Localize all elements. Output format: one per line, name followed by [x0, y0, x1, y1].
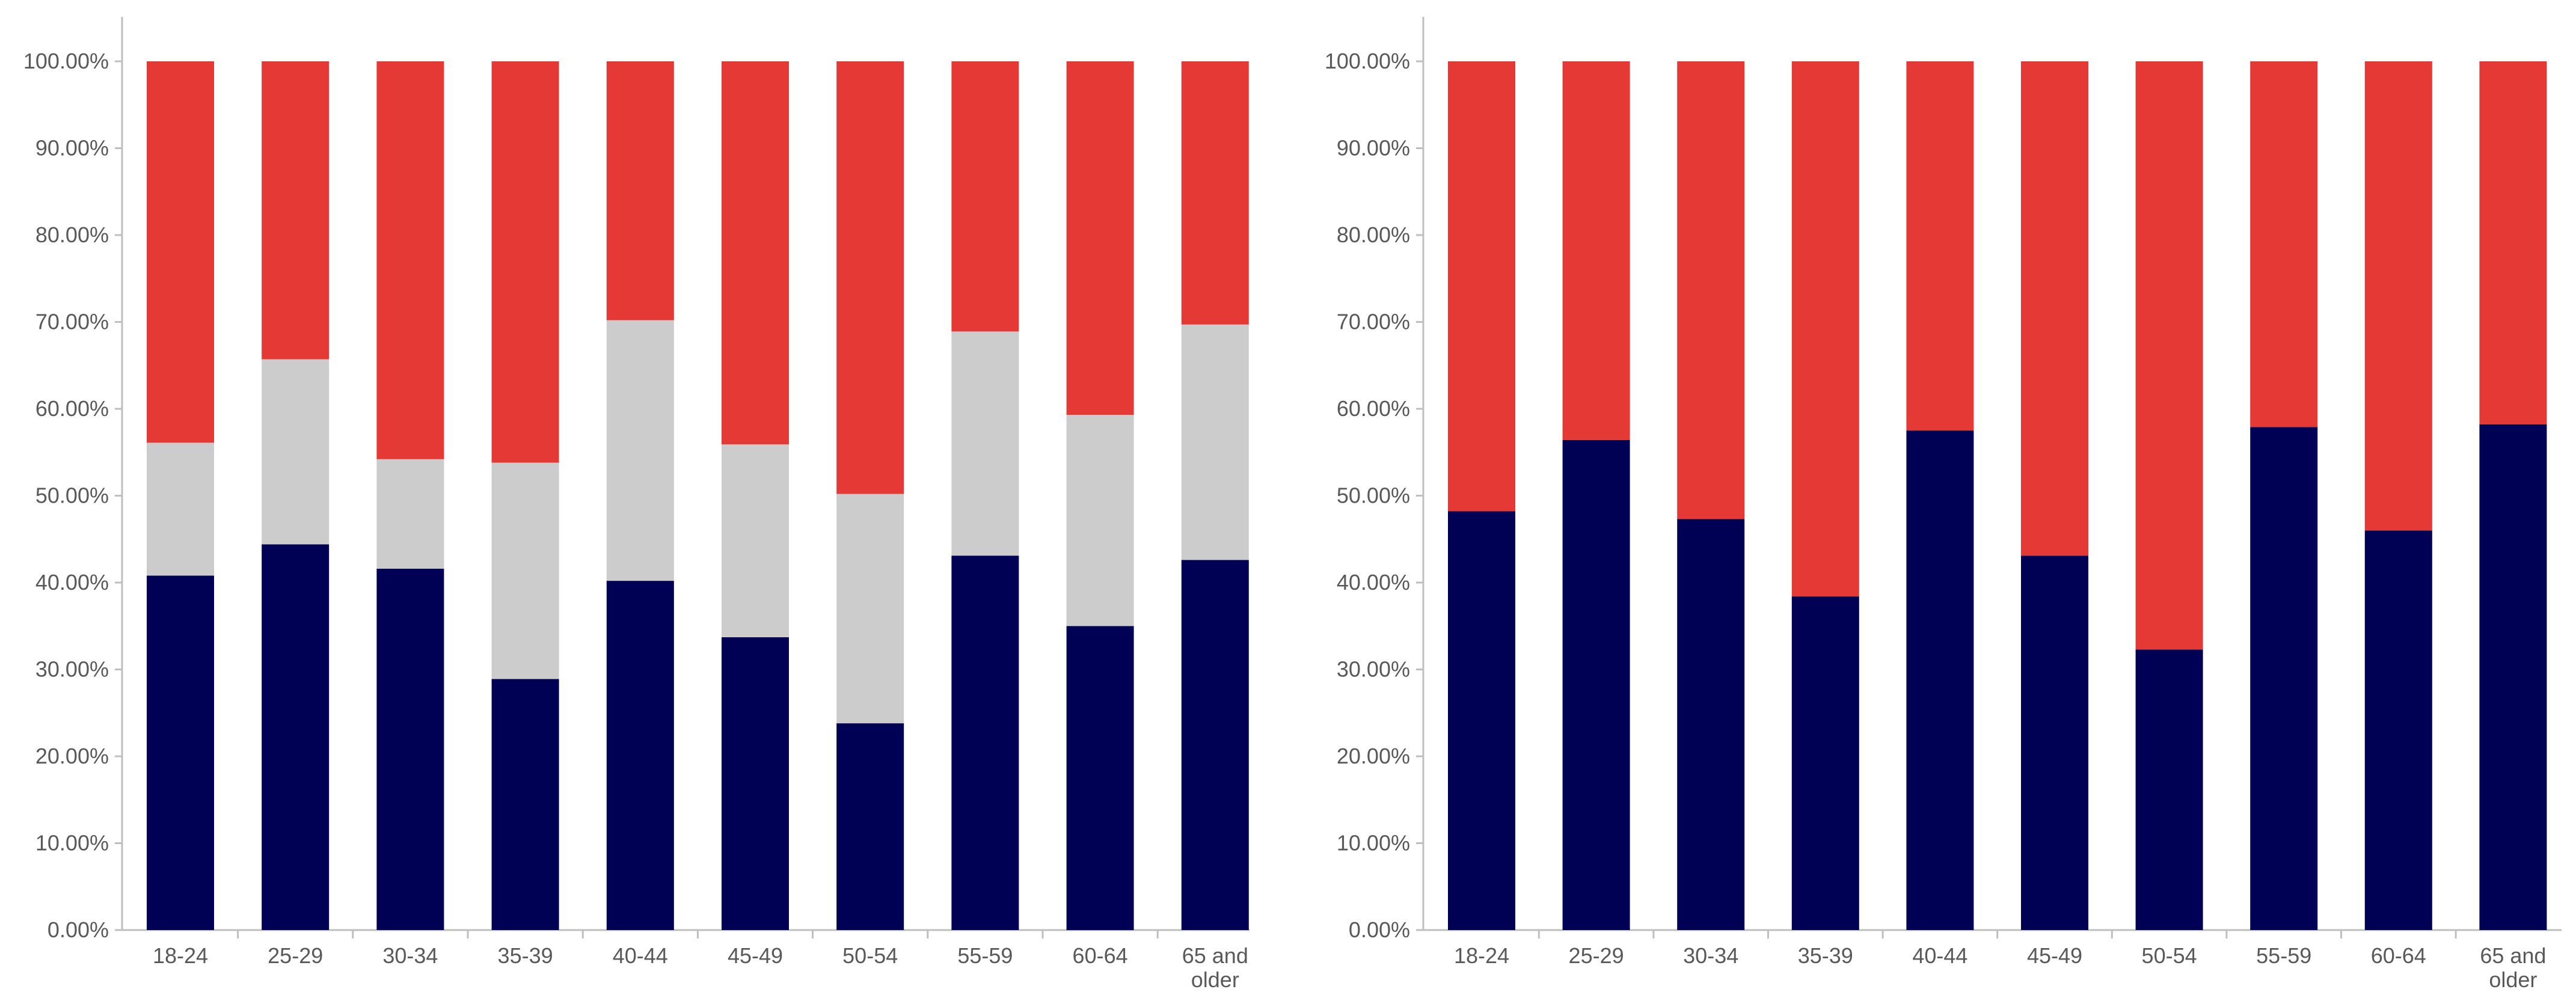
bar-segment-red-segment-8: [1066, 61, 1134, 415]
x-tick-label: 30-34: [382, 943, 438, 968]
bar-segment-navy-segment-0: [1448, 511, 1515, 930]
y-tick-label: 100.00%: [23, 49, 109, 73]
x-tick-label: older: [1191, 967, 1239, 992]
bar-segment-red-segment-7: [2250, 61, 2318, 427]
bar-segment-red-segment-4: [606, 61, 674, 320]
y-tick-label: 50.00%: [1337, 483, 1410, 508]
x-tick-label: 55-59: [957, 943, 1013, 968]
bar-segment-red-segment-8: [2364, 61, 2432, 531]
y-tick-label: 40.00%: [35, 570, 109, 595]
bar-segment-navy-segment-9: [1181, 560, 1249, 930]
y-tick-label: 10.00%: [35, 831, 109, 855]
x-tick-label: 25-29: [268, 943, 323, 968]
y-tick-label: 20.00%: [35, 744, 109, 768]
x-tick-label: 35-39: [498, 943, 553, 968]
y-tick-label: 90.00%: [1337, 136, 1410, 161]
bar-segment-navy-segment-0: [147, 575, 214, 930]
x-tick-label: 55-59: [2256, 943, 2311, 968]
bar-segment-red-segment-9: [1181, 61, 1249, 325]
bar-segment-red-segment-7: [951, 61, 1019, 332]
bar-segment-red-segment-2: [376, 61, 444, 459]
bar-segment-grey-segment-7: [951, 331, 1019, 556]
bar-segment-navy-segment-5: [722, 637, 789, 930]
y-tick-label: 40.00%: [1337, 570, 1410, 595]
bar-segment-grey-segment-8: [1066, 415, 1134, 626]
y-tick-label: 80.00%: [35, 222, 109, 247]
bar-segment-red-segment-0: [147, 61, 214, 443]
bar-segment-navy-segment-9: [2479, 424, 2547, 930]
x-tick-label: 30-34: [1683, 943, 1738, 968]
bar-segment-grey-segment-2: [376, 459, 444, 569]
x-tick-label: 18-24: [1454, 943, 1509, 968]
x-tick-label: 50-54: [842, 943, 898, 968]
x-tick-label: 60-64: [2371, 943, 2426, 968]
x-tick-label: 40-44: [1912, 943, 1967, 968]
bar-segment-red-segment-0: [1448, 61, 1515, 512]
x-tick-label: 40-44: [613, 943, 668, 968]
x-tick-label: older: [2489, 967, 2537, 992]
y-tick-label: 10.00%: [1337, 831, 1410, 855]
bar-segment-navy-segment-2: [1677, 519, 1745, 930]
bar-segment-grey-segment-5: [722, 444, 789, 637]
bar-segment-navy-segment-8: [1066, 626, 1134, 931]
bar-segment-navy-segment-6: [2135, 649, 2203, 930]
bar-segment-navy-segment-7: [2250, 427, 2318, 930]
bar-segment-navy-segment-1: [1562, 440, 1630, 930]
x-tick-label: 35-39: [1798, 943, 1853, 968]
bar-segment-navy-segment-3: [491, 679, 559, 930]
bar-segment-navy-segment-8: [2364, 530, 2432, 930]
x-tick-label: 45-49: [2027, 943, 2082, 968]
left-chart: 0.00% 10.00% 20.00% 30.00% 40.00% 50.00% 60.00…: [23, 17, 1250, 992]
x-tick-label: 25-29: [1569, 943, 1624, 968]
bar-segment-red-segment-5: [722, 61, 789, 445]
bar-segment-navy-segment-3: [1791, 596, 1859, 930]
bar-segment-grey-segment-4: [606, 320, 674, 581]
y-tick-label: 80.00%: [1337, 222, 1410, 247]
y-tick-label: 50.00%: [35, 483, 109, 508]
y-tick-label: 100.00%: [1325, 49, 1410, 73]
x-tick-label: 65 and: [2480, 943, 2546, 968]
bar-segment-red-segment-6: [2135, 61, 2203, 650]
x-tick-label: 60-64: [1073, 943, 1128, 968]
right-chart: 0.00% 10.00% 20.00% 30.00% 40.00% 50.00% 60.00…: [1325, 17, 2562, 992]
y-tick-label: 60.00%: [35, 396, 109, 421]
y-tick-label: 70.00%: [1337, 310, 1410, 334]
bar-segment-red-segment-6: [836, 61, 904, 494]
bar-segment-red-segment-3: [491, 61, 559, 463]
bar-segment-red-segment-9: [2479, 61, 2547, 424]
y-tick-label: 30.00%: [35, 657, 109, 682]
bar-segment-navy-segment-7: [951, 556, 1019, 930]
y-tick-label: 70.00%: [35, 310, 109, 334]
bar-segment-red-segment-4: [1906, 61, 1974, 431]
x-tick-label: 65 and: [1182, 943, 1248, 968]
bar-segment-grey-segment-1: [262, 359, 330, 545]
y-tick-label: 60.00%: [1337, 396, 1410, 421]
y-tick-label: 30.00%: [1337, 657, 1410, 682]
y-tick-label: 90.00%: [35, 136, 109, 161]
x-tick-label: 45-49: [728, 943, 783, 968]
bar-segment-red-segment-1: [262, 61, 330, 360]
x-tick-label: 18-24: [153, 943, 208, 968]
bar-segment-red-segment-2: [1677, 61, 1745, 519]
y-tick-label: 20.00%: [1337, 744, 1410, 768]
bar-segment-navy-segment-5: [2021, 556, 2088, 930]
y-tick-label: 0.00%: [1349, 917, 1410, 942]
bar-segment-navy-segment-2: [376, 568, 444, 930]
bar-segment-grey-segment-3: [491, 462, 559, 679]
bar-segment-navy-segment-6: [836, 723, 904, 930]
bar-segment-red-segment-5: [2021, 61, 2088, 556]
bar-segment-navy-segment-4: [1906, 430, 1974, 930]
bar-segment-red-segment-3: [1791, 61, 1859, 597]
bar-segment-navy-segment-1: [262, 544, 330, 930]
bar-segment-grey-segment-6: [836, 494, 904, 724]
bar-segment-grey-segment-9: [1181, 324, 1249, 560]
bar-segment-navy-segment-4: [606, 581, 674, 930]
bar-segment-red-segment-1: [1562, 61, 1630, 440]
bar-segment-grey-segment-0: [147, 442, 214, 576]
y-tick-label: 0.00%: [48, 917, 109, 942]
x-tick-label: 50-54: [2142, 943, 2197, 968]
